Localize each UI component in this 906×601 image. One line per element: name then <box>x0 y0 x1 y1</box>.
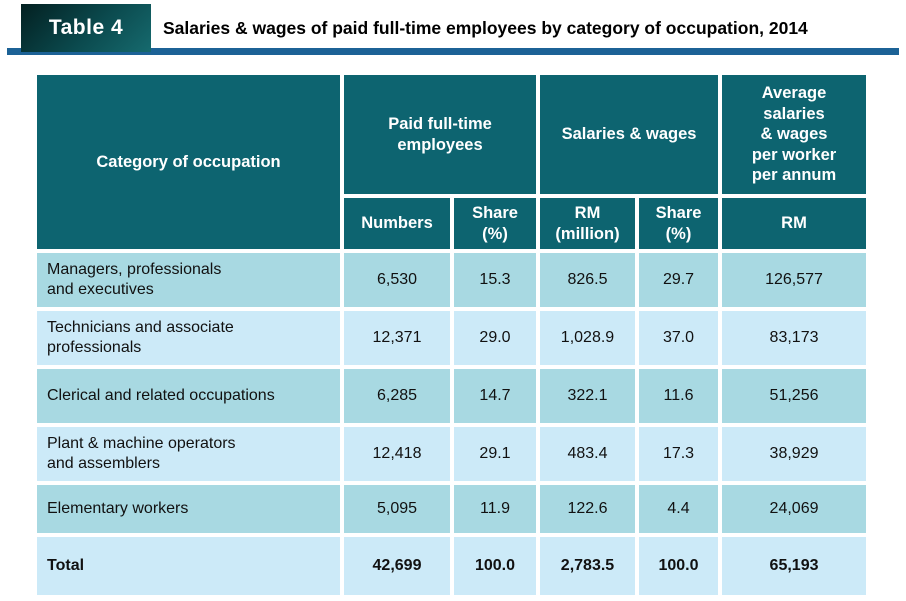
average-rm-cell: 38,929 <box>722 427 867 481</box>
col-group-paid-full-time-employees: Paid full-time employees <box>344 75 536 194</box>
col-group-average-salaries-per-worker: Average salaries & wages per worker per … <box>722 75 867 194</box>
average-rm-cell: 24,069 <box>722 485 867 533</box>
total-numbers-cell: 42,699 <box>344 537 450 595</box>
table-label: Table 4 <box>48 16 124 39</box>
category-cell: Elementary workers <box>37 485 340 533</box>
table-row-plant-machine-operators: Plant & machine operators and assemblers… <box>37 427 867 481</box>
numbers-cell: 12,371 <box>344 311 450 365</box>
title-underline <box>7 48 899 55</box>
col-header-category: Category of occupation <box>37 75 340 249</box>
average-rm-cell: 126,577 <box>722 253 867 307</box>
rm-million-cell: 322.1 <box>540 369 635 423</box>
category-cell: Managers, professionals and executives <box>37 253 340 307</box>
col-header-rm-average: RM <box>722 198 867 249</box>
numbers-cell: 12,418 <box>344 427 450 481</box>
table-row-total: Total 42,699 100.0 2,783.5 100.0 65,193 <box>37 537 867 595</box>
category-cell: Clerical and related occupations <box>37 369 340 423</box>
col-header-rm-million: RM (million) <box>540 198 635 249</box>
col-header-share-pct-salaries: Share (%) <box>639 198 719 249</box>
rm-million-cell: 826.5 <box>540 253 635 307</box>
average-rm-cell: 83,173 <box>722 311 867 365</box>
total-rm-million-cell: 2,783.5 <box>540 537 635 595</box>
table-row-managers: Managers, professionals and executives 6… <box>37 253 867 307</box>
rm-million-cell: 122.6 <box>540 485 635 533</box>
salaries-share-cell: 11.6 <box>639 369 719 423</box>
page-title: Salaries & wages of paid full-time emplo… <box>163 17 808 38</box>
category-cell: Technicians and associate professionals <box>37 311 340 365</box>
employees-share-cell: 14.7 <box>454 369 536 423</box>
rm-million-cell: 1,028.9 <box>540 311 635 365</box>
col-header-share-pct-employees: Share (%) <box>454 198 536 249</box>
salaries-share-cell: 29.7 <box>639 253 719 307</box>
numbers-cell: 6,285 <box>344 369 450 423</box>
total-employees-share-cell: 100.0 <box>454 537 536 595</box>
col-header-numbers: Numbers <box>344 198 450 249</box>
table-row-clerical: Clerical and related occupations 6,285 1… <box>37 369 867 423</box>
table-header: Category of occupation Paid full-time em… <box>37 75 867 249</box>
employees-share-cell: 29.0 <box>454 311 536 365</box>
table-row-technicians: Technicians and associate professionals … <box>37 311 867 365</box>
average-rm-cell: 51,256 <box>722 369 867 423</box>
col-group-salaries-and-wages: Salaries & wages <box>540 75 719 194</box>
total-average-rm-cell: 65,193 <box>722 537 867 595</box>
numbers-cell: 5,095 <box>344 485 450 533</box>
employees-share-cell: 11.9 <box>454 485 536 533</box>
category-cell: Plant & machine operators and assemblers <box>37 427 340 481</box>
table-body: Managers, professionals and executives 6… <box>37 253 867 595</box>
salaries-share-cell: 4.4 <box>639 485 719 533</box>
employees-share-cell: 29.1 <box>454 427 536 481</box>
salaries-wages-table: Category of occupation Paid full-time em… <box>33 71 870 599</box>
rm-million-cell: 483.4 <box>540 427 635 481</box>
total-salaries-share-cell: 100.0 <box>639 537 719 595</box>
salaries-share-cell: 37.0 <box>639 311 719 365</box>
salaries-share-cell: 17.3 <box>639 427 719 481</box>
table-label-box: Table 4 <box>21 4 151 52</box>
numbers-cell: 6,530 <box>344 253 450 307</box>
employees-share-cell: 15.3 <box>454 253 536 307</box>
table-row-elementary-workers: Elementary workers 5,095 11.9 122.6 4.4 … <box>37 485 867 533</box>
total-label-cell: Total <box>37 537 340 595</box>
